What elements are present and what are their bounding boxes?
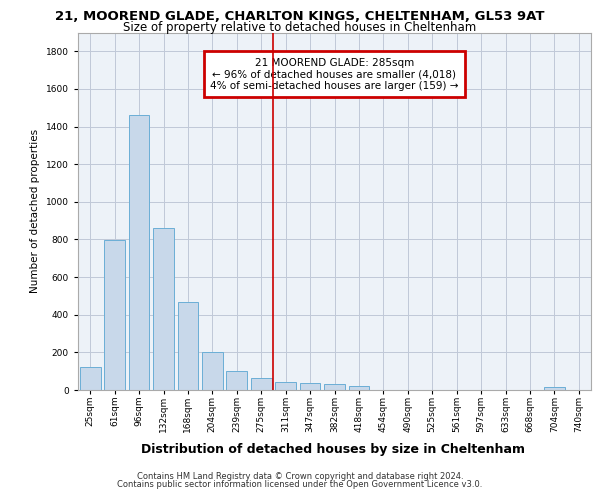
Bar [153,228,174,390]
Y-axis label: Number of detached properties: Number of detached properties [31,129,40,294]
Text: 21 MOOREND GLADE: 285sqm
← 96% of detached houses are smaller (4,018)
4% of semi: 21 MOOREND GLADE: 285sqm ← 96% of detach… [210,58,459,90]
Bar [202,352,223,390]
Bar [299,384,320,390]
Bar [251,378,272,390]
Text: Contains public sector information licensed under the Open Government Licence v3: Contains public sector information licen… [118,480,482,489]
Bar [275,382,296,390]
Bar [178,302,199,390]
Bar [349,386,370,390]
Bar [226,371,247,390]
Text: 21, MOOREND GLADE, CHARLTON KINGS, CHELTENHAM, GL53 9AT: 21, MOOREND GLADE, CHARLTON KINGS, CHELT… [55,10,545,23]
Bar [128,116,149,390]
Bar [104,240,125,390]
Text: Distribution of detached houses by size in Cheltenham: Distribution of detached houses by size … [141,442,525,456]
Bar [324,384,345,390]
Bar [544,387,565,390]
Text: Size of property relative to detached houses in Cheltenham: Size of property relative to detached ho… [124,21,476,34]
Bar [80,368,101,390]
Text: Contains HM Land Registry data © Crown copyright and database right 2024.: Contains HM Land Registry data © Crown c… [137,472,463,481]
